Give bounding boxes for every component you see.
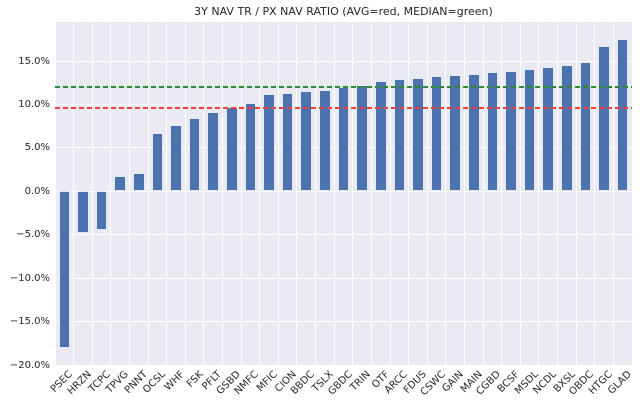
gridline-v xyxy=(184,22,186,365)
gridline-v xyxy=(612,22,614,365)
gridline-v xyxy=(557,22,559,365)
bar-fdus xyxy=(412,78,424,192)
bar-pflt xyxy=(207,112,219,192)
gridline-v xyxy=(445,22,447,365)
bar-tcpc xyxy=(95,191,108,230)
gridline-v xyxy=(277,22,279,365)
bar-ocsl xyxy=(151,133,164,192)
bar-cgbd xyxy=(486,71,499,192)
bar-gsbd xyxy=(226,107,238,192)
gridline-v xyxy=(166,22,168,365)
gridline-v xyxy=(296,22,298,365)
gridline-h xyxy=(55,190,632,192)
gridline-v xyxy=(203,22,205,365)
avg-line xyxy=(55,107,632,109)
gridline-v xyxy=(594,22,596,365)
gridline-v xyxy=(501,22,503,365)
gridline-v xyxy=(333,22,335,365)
gridline-v xyxy=(519,22,521,365)
gridline-v xyxy=(408,22,410,365)
bar-msdl xyxy=(523,68,536,192)
bar-cswc xyxy=(430,75,443,192)
gridline-v xyxy=(315,22,317,365)
bar-bbdc xyxy=(300,90,313,192)
gridline-v xyxy=(352,22,354,365)
bar-fsk xyxy=(188,117,201,192)
gridline-v xyxy=(259,22,261,365)
gridline-v xyxy=(631,22,632,365)
y-tick-label: −15.0% xyxy=(9,316,50,328)
gridline-h xyxy=(55,364,632,365)
y-tick-label: −20.0% xyxy=(9,359,50,371)
gridline-v xyxy=(426,22,428,365)
gridline-v xyxy=(73,22,75,365)
gridline-v xyxy=(482,22,484,365)
bar-glad xyxy=(616,38,629,192)
gridline-v xyxy=(222,22,224,365)
gridline-v xyxy=(575,22,577,365)
gridline-v xyxy=(147,22,149,365)
bar-hrzn xyxy=(77,191,89,233)
gridline-v xyxy=(538,22,540,365)
gridline-h xyxy=(55,321,632,323)
bar-nmfc xyxy=(244,102,257,192)
gridline-v xyxy=(370,22,372,365)
bar-psec xyxy=(58,191,71,348)
plot-area xyxy=(55,22,632,365)
bar-whf xyxy=(170,125,182,192)
y-tick-label: −10.0% xyxy=(9,272,50,284)
bar-ncdl xyxy=(542,67,555,192)
bar-trin xyxy=(356,85,368,192)
gridline-v xyxy=(389,22,391,365)
bar-gain xyxy=(449,74,461,192)
y-tick-label: 15.0% xyxy=(18,55,50,67)
bar-pnnt xyxy=(132,173,145,192)
y-tick-label: −5.0% xyxy=(16,229,50,241)
bar-mfic xyxy=(263,94,275,192)
y-tick-label: 0.0% xyxy=(24,185,50,197)
bar-htgc xyxy=(598,46,610,192)
bar-gbdc xyxy=(337,87,350,192)
bar-otf xyxy=(374,81,387,192)
gridline-h xyxy=(55,277,632,279)
bar-main xyxy=(467,74,480,192)
bar-arcc xyxy=(393,79,406,192)
median-line xyxy=(55,86,632,88)
bar-cion xyxy=(281,93,294,192)
gridline-v xyxy=(128,22,130,365)
bar-obdc xyxy=(579,61,592,192)
bar-tpvg xyxy=(114,175,126,192)
gridline-v xyxy=(110,22,112,365)
gridline-h xyxy=(55,234,632,236)
gridline-v xyxy=(91,22,93,365)
gridline-v xyxy=(240,22,242,365)
y-tick-label: 10.0% xyxy=(18,98,50,110)
bar-bcsf xyxy=(505,70,517,192)
chart-title: 3Y NAV TR / PX NAV RATIO (AVG=red, MEDIA… xyxy=(194,5,493,18)
bar-tslx xyxy=(319,89,331,192)
gridline-v xyxy=(55,22,56,365)
gridline-h xyxy=(55,60,632,62)
bar-bxsl xyxy=(561,65,573,192)
y-tick-label: 5.0% xyxy=(24,142,50,154)
gridline-v xyxy=(463,22,465,365)
